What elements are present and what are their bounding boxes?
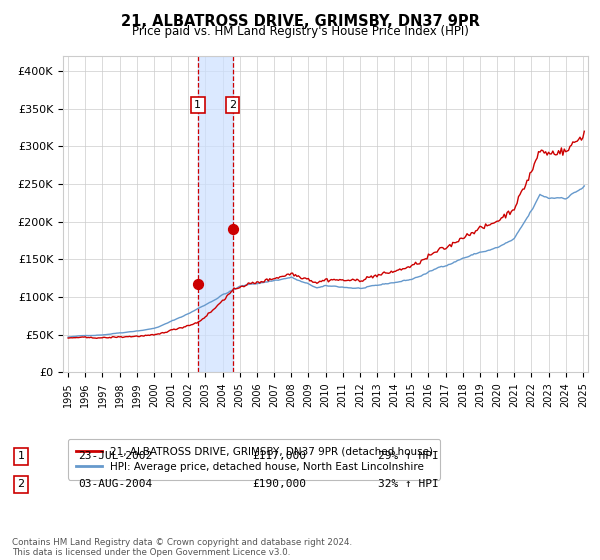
Text: 23-JUL-2002: 23-JUL-2002: [78, 451, 152, 461]
Text: 21, ALBATROSS DRIVE, GRIMSBY, DN37 9PR: 21, ALBATROSS DRIVE, GRIMSBY, DN37 9PR: [121, 14, 479, 29]
Legend: 21, ALBATROSS DRIVE, GRIMSBY, DN37 9PR (detached house), HPI: Average price, det: 21, ALBATROSS DRIVE, GRIMSBY, DN37 9PR (…: [68, 439, 440, 479]
Text: 29% ↑ HPI: 29% ↑ HPI: [378, 451, 439, 461]
Bar: [197, 56, 233, 372]
Text: 03-AUG-2004: 03-AUG-2004: [78, 479, 152, 489]
Text: Price paid vs. HM Land Registry's House Price Index (HPI): Price paid vs. HM Land Registry's House …: [131, 25, 469, 38]
Text: 2: 2: [229, 100, 236, 110]
Point: [193, 280, 202, 289]
Point: [228, 225, 238, 234]
Text: 2: 2: [17, 479, 25, 489]
Text: £190,000: £190,000: [252, 479, 306, 489]
Text: 1: 1: [194, 100, 201, 110]
Text: 1: 1: [17, 451, 25, 461]
Text: 32% ↑ HPI: 32% ↑ HPI: [378, 479, 439, 489]
Text: Contains HM Land Registry data © Crown copyright and database right 2024.
This d: Contains HM Land Registry data © Crown c…: [12, 538, 352, 557]
Text: £117,000: £117,000: [252, 451, 306, 461]
